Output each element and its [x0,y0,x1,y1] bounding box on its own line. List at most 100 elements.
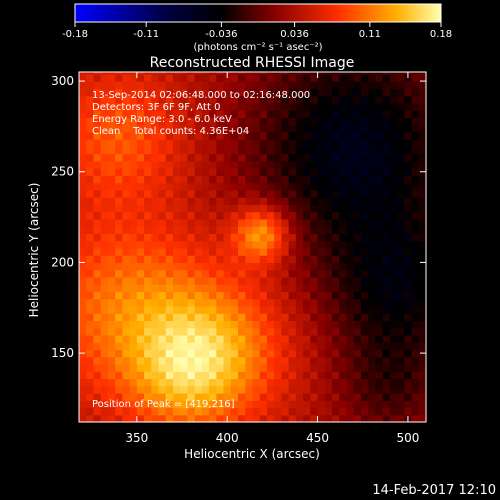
heatmap-cell [122,327,131,336]
heatmap-cell [274,240,283,249]
heatmap-cell [136,131,145,140]
heatmap-cell [295,385,304,394]
heatmap-cell [216,407,225,416]
heatmap-cell [360,146,369,155]
heatmap-cell [346,124,355,133]
heatmap-cell [360,342,369,351]
heatmap-cell [151,117,160,126]
heatmap-cell [230,371,239,380]
heatmap-cell [79,102,87,111]
heatmap-cell [360,298,369,307]
heatmap-cell [382,305,391,314]
heatmap-cell [324,320,333,329]
heatmap-cell [303,160,311,169]
heatmap-cell [100,189,109,198]
heatmap-cell [339,81,348,89]
heatmap-cell [201,298,210,307]
heatmap-cell [209,385,217,394]
heatmap-cell [324,305,333,314]
heatmap-cell [93,204,102,213]
heatmap-cell [129,313,138,322]
heatmap-cell [303,363,311,372]
heatmap-cell [245,255,254,264]
heatmap-cell [295,73,304,82]
heatmap-cell [418,117,427,126]
heatmap-cell [404,400,413,409]
heatmap-cell [93,385,102,394]
heatmap-cell [245,168,254,176]
heatmap-cell [310,139,319,147]
heatmap-cell [274,95,283,104]
heatmap-cell [310,168,319,176]
heatmap-cell [115,204,123,213]
heatmap-cell [100,247,109,256]
heatmap-cell [411,298,420,307]
heatmap-cell [107,226,116,234]
heatmap-cell [310,298,319,307]
heatmap-cell [86,407,95,416]
heatmap-cell [100,139,109,147]
heatmap-cell [397,407,405,416]
heatmap-cell [295,182,304,191]
heatmap-cell [151,95,160,104]
heatmap-cell [107,269,116,278]
heatmap-cell [129,189,138,198]
heatmap-cell [295,72,304,75]
heatmap-cell [93,363,102,372]
heatmap-cell [404,175,413,184]
heatmap-cell [404,88,413,97]
heatmap-cell [339,334,348,343]
heatmap-cell [411,211,420,220]
heatmap-cell [368,102,376,111]
heatmap-cell [216,276,225,285]
heatmap-cell [180,72,189,75]
heatmap-cell [317,320,326,329]
heatmap-cell [368,233,376,242]
heatmap-cell [382,269,391,278]
heatmap-cell [238,378,246,387]
heatmap-cell [418,81,427,89]
heatmap-cell [332,334,340,343]
heatmap-cell [230,72,239,75]
heatmap-cell [93,414,102,423]
heatmap-cell [281,218,290,227]
heatmap-cell [375,117,384,126]
heatmap-cell [360,284,369,293]
heatmap-cell [86,197,95,205]
heatmap-cell [194,73,203,82]
heatmap-cell [339,407,348,416]
heatmap-cell [107,81,116,89]
heatmap-cell [389,226,398,234]
heatmap-cell [122,197,131,205]
heatmap-cell [375,139,384,147]
heatmap-cell [266,110,275,118]
heatmap-cell [266,407,275,416]
heatmap-cell [346,378,355,387]
heatmap-cell [209,175,217,184]
heatmap-cell [223,197,232,205]
heatmap-cell [259,363,268,372]
heatmap-cell [158,124,167,133]
heatmap-cell [187,160,196,169]
heatmap-cell [122,291,131,300]
heatmap-cell [259,240,268,249]
heatmap-cell [266,305,275,314]
heatmap-cell [288,313,297,322]
heatmap-cell [129,262,138,271]
heatmap-cell [382,146,391,155]
heatmap-cell [115,269,123,278]
heatmap-cell [86,313,95,322]
heatmap-cell [397,88,405,97]
heatmap-cell [165,226,174,234]
heatmap-cell [187,291,196,300]
heatmap-cell [274,211,283,220]
heatmap-cell [411,371,420,380]
heatmap-cell [375,182,384,191]
heatmap-cell [266,255,275,264]
heatmap-cell [245,233,254,242]
heatmap-cell [310,233,319,242]
heatmap-cell [230,291,239,300]
heatmap-cell [411,197,420,205]
heatmap-cell [93,334,102,343]
heatmap-cell [389,349,398,358]
